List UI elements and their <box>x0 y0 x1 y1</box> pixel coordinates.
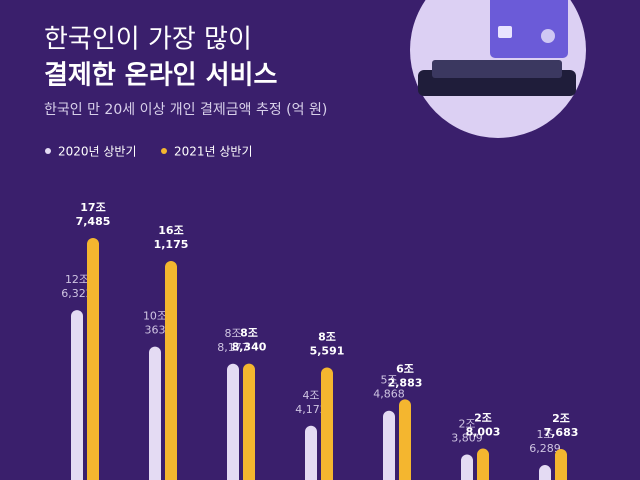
value-label: 2조 <box>458 417 475 430</box>
value-label: 8,177 <box>217 341 249 354</box>
value-label: 7,683 <box>544 426 579 439</box>
legend-label: 2020년 상반기 <box>58 145 137 159</box>
bar <box>477 448 489 480</box>
bar <box>399 399 411 480</box>
bar <box>383 410 395 480</box>
subtitle: 한국인 만 20세 이상 개인 결제금액 추정 (억 원) <box>44 102 327 118</box>
value-label: 5,591 <box>310 344 345 357</box>
value-label: 1조 <box>536 428 553 441</box>
value-label: 1,175 <box>154 238 189 251</box>
value-label: 4,172 <box>295 403 327 416</box>
legend-label: 2021년 상반기 <box>174 145 253 159</box>
bar <box>227 363 239 480</box>
value-label: 4조 <box>302 389 319 402</box>
value-label: 2조 <box>552 412 570 425</box>
value-label: 17조 <box>80 201 105 214</box>
value-label: 8,340 <box>232 341 267 354</box>
bar <box>539 465 551 480</box>
bar <box>461 454 473 480</box>
legend-swatch <box>45 148 51 154</box>
title-line: 한국인이 가장 많이 <box>44 25 252 55</box>
value-label: 8,003 <box>466 426 501 439</box>
value-label: 6조 <box>396 362 414 375</box>
bar <box>555 449 567 480</box>
legend: 2020년 상반기 2021년 상반기 <box>45 145 253 159</box>
value-label: 4,868 <box>373 388 405 401</box>
value-label: 2조 <box>474 412 492 425</box>
value-label: 10조 <box>143 310 167 323</box>
value-label: 16조 <box>158 224 183 237</box>
bar <box>149 346 161 480</box>
value-label: 6,289 <box>529 442 561 455</box>
title-line: 결제한 온라인 서비스 <box>44 61 277 91</box>
value-label: 8조 <box>224 327 241 340</box>
value-label: 2,883 <box>388 376 423 389</box>
value-label: 3,809 <box>451 431 483 444</box>
legend-swatch <box>161 148 167 154</box>
value-label: 8조 <box>318 330 336 343</box>
plot: 12조6,32217조7,48510조36316조1,1758조8,1778조8… <box>61 201 578 480</box>
bar <box>321 367 333 480</box>
bar <box>165 260 177 480</box>
bar <box>305 425 317 480</box>
value-label: 363 <box>145 324 166 337</box>
illustration <box>410 0 586 138</box>
value-label: 6,322 <box>61 287 93 300</box>
bar <box>71 310 83 480</box>
value-label: 8조 <box>240 327 258 340</box>
bar <box>243 363 255 480</box>
value-label: 12조 <box>65 273 89 286</box>
bar <box>87 238 99 480</box>
value-label: 5조 <box>380 374 397 387</box>
value-label: 7,485 <box>76 215 111 228</box>
